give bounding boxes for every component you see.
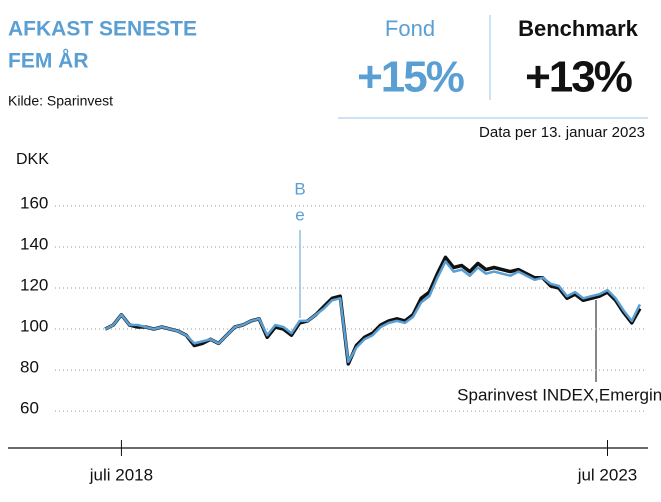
y-tick-label: 160 (20, 193, 48, 212)
summary-value: +13% (525, 53, 632, 102)
series-line (104, 260, 642, 364)
x-tick-label: jul 2023 (577, 465, 638, 484)
y-tick-label: 120 (20, 276, 48, 295)
summary-label: Fond (385, 16, 435, 41)
chart-title: FEM ÅR (8, 49, 89, 73)
date-note: Data per 13. januar 2023 (479, 124, 645, 141)
series-line (104, 255, 642, 366)
source: Kilde: Sparinvest (8, 93, 113, 109)
summary-value: +15% (357, 53, 464, 102)
chart-title: AFKAST SENESTE (8, 18, 197, 41)
y-tick-label: 60 (20, 399, 39, 418)
summary-label: Benchmark (518, 16, 639, 41)
y-tick-label: 140 (20, 235, 48, 254)
annotation: B (294, 179, 305, 198)
y-tick-label: 80 (20, 358, 39, 377)
y-tick-label: 100 (20, 317, 48, 336)
annotation: Sparinvest INDEX,Emerging Markets (457, 385, 661, 404)
y-axis-label: DKK (16, 151, 49, 168)
annotation: e (295, 205, 304, 224)
x-tick-label: juli 2018 (89, 465, 153, 484)
